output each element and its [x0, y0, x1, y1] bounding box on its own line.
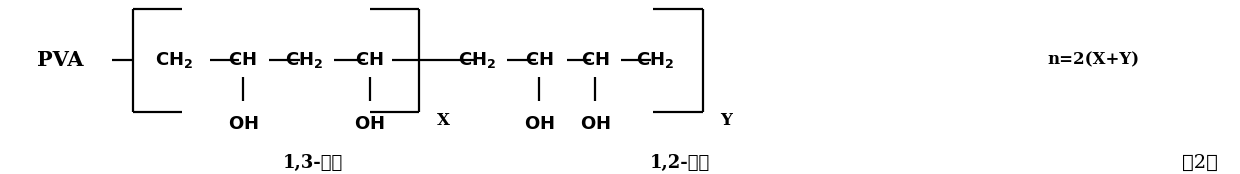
- Text: $\mathbf{CH_2}$: $\mathbf{CH_2}$: [459, 50, 496, 70]
- Text: X: X: [436, 112, 449, 129]
- Text: $\mathbf{CH}$: $\mathbf{CH}$: [355, 51, 384, 69]
- Text: $\mathbf{CH_2}$: $\mathbf{CH_2}$: [285, 50, 322, 70]
- Text: 1,2-二醇: 1,2-二醇: [650, 154, 709, 172]
- Text: $\mathbf{CH_2}$: $\mathbf{CH_2}$: [636, 50, 673, 70]
- Text: 1,3-二醇: 1,3-二醇: [283, 154, 342, 172]
- Text: $\mathbf{OH}$: $\mathbf{OH}$: [525, 115, 554, 133]
- Text: PVA: PVA: [37, 50, 83, 70]
- Text: $\mathbf{OH}$: $\mathbf{OH}$: [580, 115, 610, 133]
- Text: $\mathbf{CH}$: $\mathbf{CH}$: [525, 51, 554, 69]
- Text: Y: Y: [720, 112, 733, 129]
- Text: （2）: （2）: [1183, 154, 1218, 172]
- Text: n=2(X+Y): n=2(X+Y): [1048, 52, 1140, 69]
- Text: $\mathbf{OH}$: $\mathbf{OH}$: [355, 115, 384, 133]
- Text: $\mathbf{CH}$: $\mathbf{CH}$: [227, 51, 257, 69]
- Text: $\mathbf{CH_2}$: $\mathbf{CH_2}$: [155, 50, 192, 70]
- Text: $\mathbf{OH}$: $\mathbf{OH}$: [228, 115, 258, 133]
- Text: $\mathbf{CH}$: $\mathbf{CH}$: [580, 51, 610, 69]
